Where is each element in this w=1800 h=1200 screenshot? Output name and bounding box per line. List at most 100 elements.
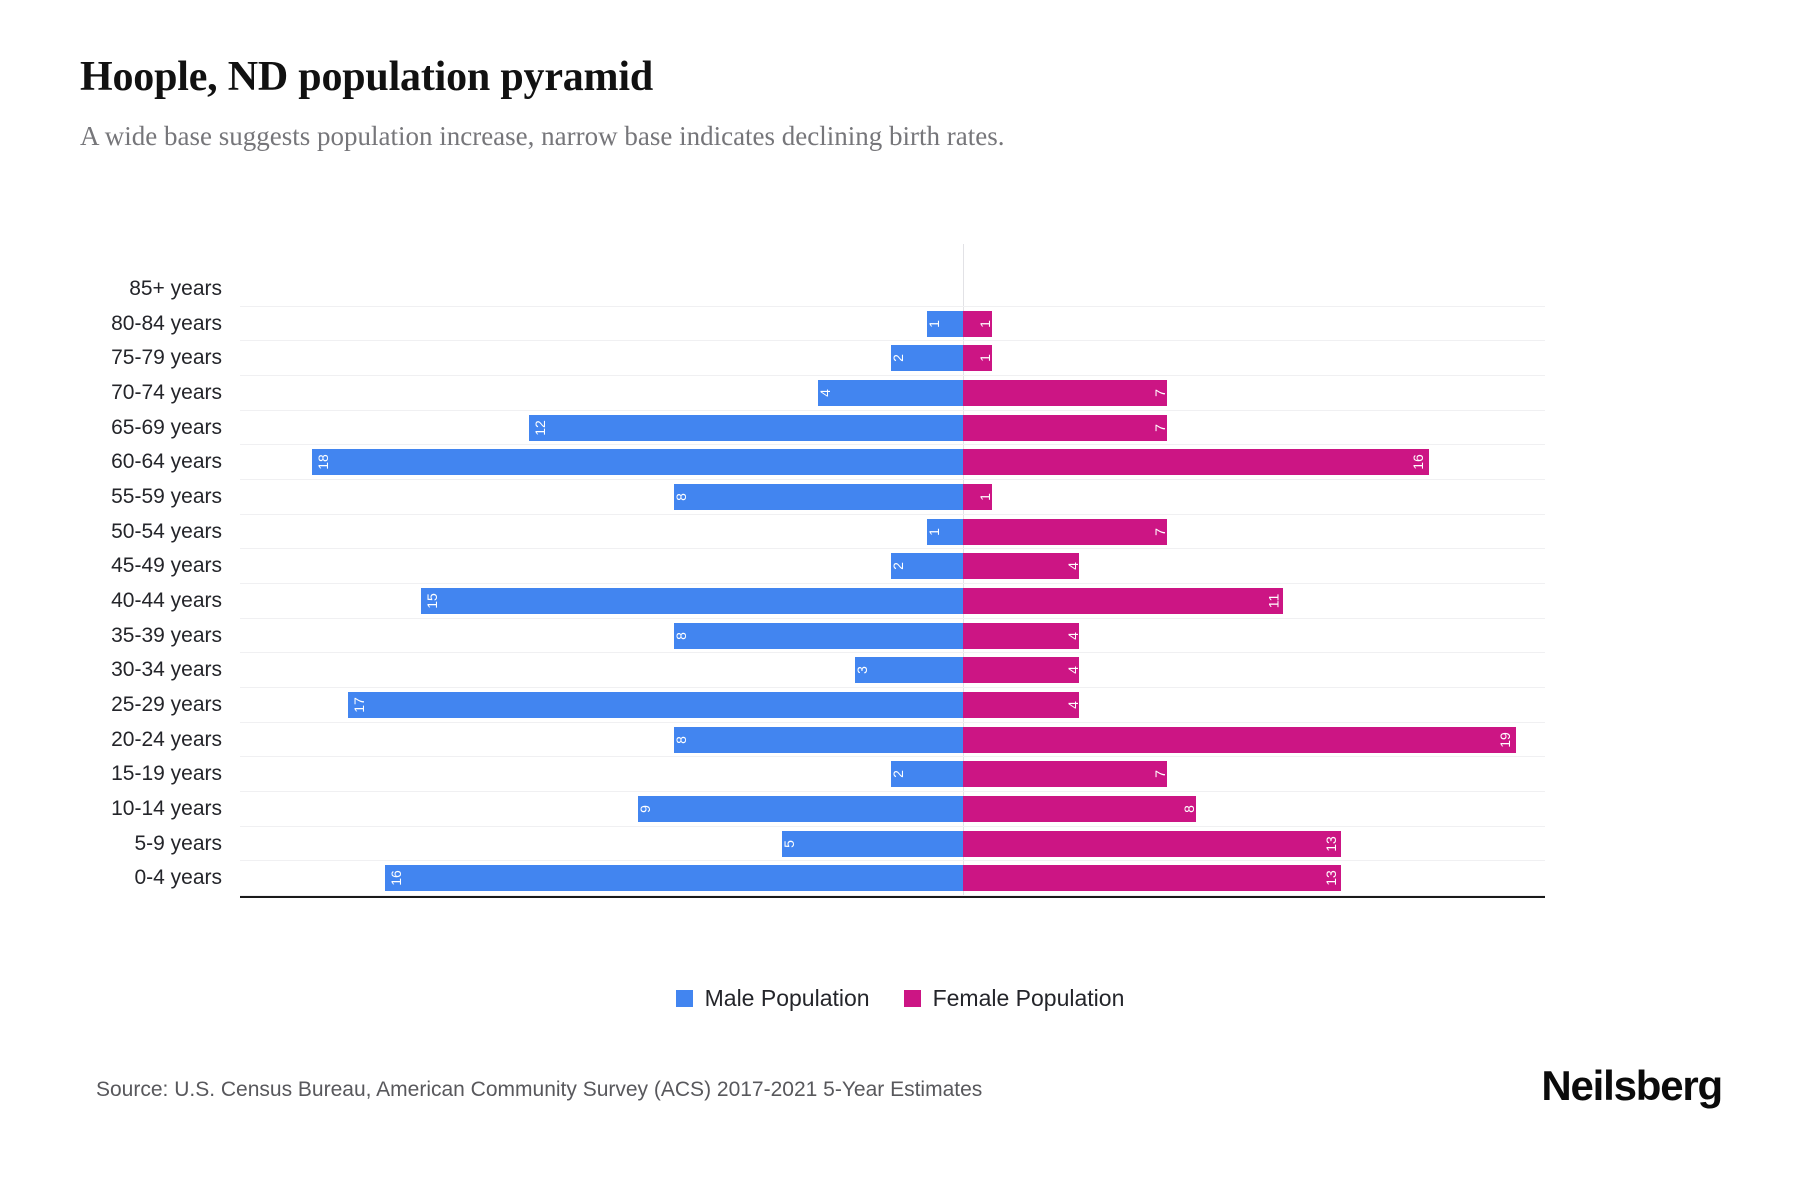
pyramid-row: 16 13 xyxy=(240,861,1545,896)
pyramid-row: 17 4 xyxy=(240,688,1545,723)
pyramid-row: 18 16 xyxy=(240,445,1545,480)
bar-male[interactable]: 8 xyxy=(673,622,963,649)
bar-female[interactable]: 4 xyxy=(963,622,1081,649)
gridline xyxy=(240,444,1545,446)
y-axis-tick-label: 55-59 years xyxy=(111,485,222,508)
bar-male[interactable]: 4 xyxy=(817,380,963,406)
gridline xyxy=(240,617,1545,619)
bar-male[interactable]: 1 xyxy=(925,518,963,545)
bar-value-label: 8 xyxy=(672,735,689,744)
bar-value-label: 13 xyxy=(1322,835,1339,852)
bar-female[interactable]: 13 xyxy=(963,865,1342,892)
bar-female[interactable]: 8 xyxy=(963,796,1197,822)
y-axis-tick-label: 15-19 years xyxy=(111,762,222,786)
bar-male[interactable]: 18 xyxy=(312,449,963,476)
bar-female[interactable]: 4 xyxy=(963,692,1081,718)
y-axis-tick-label: 10-14 years xyxy=(111,797,222,820)
page-title: Hoople, ND population pyramid xyxy=(80,54,653,100)
bar-male[interactable]: 15 xyxy=(420,588,963,614)
bar-value-label: 3 xyxy=(853,666,870,675)
pyramid-row: 8 19 xyxy=(240,723,1545,758)
legend-label-male: Male Population xyxy=(704,985,870,1011)
y-axis-tick-label: 70-74 years xyxy=(111,381,222,404)
bar-value-label: 16 xyxy=(387,870,404,887)
bar-value-label: 15 xyxy=(423,593,440,609)
bar-value-label: 7 xyxy=(1151,527,1168,536)
pyramid-row: 12 7 xyxy=(240,411,1545,446)
bar-male[interactable]: 5 xyxy=(781,830,963,857)
bar-female[interactable]: 7 xyxy=(963,414,1168,441)
bar-male[interactable]: 2 xyxy=(889,345,963,372)
bar-value-label: 4 xyxy=(1064,701,1081,709)
bar-value-label: 2 xyxy=(889,562,906,571)
bar-female[interactable]: 1 xyxy=(963,484,993,510)
brand-logo: Neilsberg xyxy=(1541,1062,1723,1109)
y-axis-tick-label: 20-24 years xyxy=(111,727,222,751)
bar-female[interactable]: 4 xyxy=(963,657,1081,684)
y-axis-tick-label: 50-54 years xyxy=(111,519,222,543)
y-axis-tick-label: 45-49 years xyxy=(111,554,222,578)
bar-value-label: 17 xyxy=(351,697,368,713)
gridline xyxy=(240,409,1545,411)
y-axis-tick-label: 65-69 years xyxy=(111,415,222,439)
legend-swatch-male-icon xyxy=(675,990,693,1007)
pyramid-row: 15 11 xyxy=(240,584,1545,619)
bar-male[interactable]: 8 xyxy=(672,726,963,753)
bar-female[interactable]: 7 xyxy=(963,380,1168,406)
bar-value-label: 4 xyxy=(1064,631,1081,640)
y-axis-tick-label: 30-34 years xyxy=(111,658,222,682)
bar-value-label: 9 xyxy=(636,805,653,813)
gridline xyxy=(240,513,1545,515)
bar-male[interactable]: 3 xyxy=(853,657,963,684)
bar-value-label: 2 xyxy=(889,770,906,779)
bar-value-label: 2 xyxy=(889,354,906,363)
bar-value-label: 4 xyxy=(1064,666,1081,675)
legend-item-female[interactable]: Female Population xyxy=(903,985,1125,1012)
gridline xyxy=(240,652,1545,654)
gridline xyxy=(240,825,1545,827)
gridline xyxy=(240,479,1545,480)
bar-female[interactable]: 19 xyxy=(963,726,1516,753)
bar-female[interactable]: 1 xyxy=(963,345,994,372)
bar-female[interactable]: 13 xyxy=(963,830,1342,857)
bar-value-label: 4 xyxy=(1064,562,1081,571)
bar-value-label: 1 xyxy=(977,354,994,363)
bar-male[interactable]: 16 xyxy=(384,865,963,892)
bar-male[interactable]: 8 xyxy=(673,484,963,510)
y-axis-tick-label: 35-39 years xyxy=(111,623,222,647)
legend-item-male[interactable]: Male Population xyxy=(675,985,870,1012)
bar-female[interactable]: 4 xyxy=(963,553,1081,580)
bar-male[interactable]: 12 xyxy=(529,414,963,441)
bar-male[interactable]: 2 xyxy=(889,761,963,788)
bar-value-label: 11 xyxy=(1264,593,1281,609)
bar-value-label: 7 xyxy=(1151,423,1168,432)
bar-female[interactable]: 16 xyxy=(963,449,1429,476)
bar-female[interactable]: 7 xyxy=(963,761,1168,788)
bar-female[interactable]: 11 xyxy=(963,588,1284,614)
bar-female[interactable]: 1 xyxy=(963,310,993,337)
bar-male[interactable]: 17 xyxy=(348,692,963,718)
pyramid-row: 5 13 xyxy=(240,827,1545,862)
bar-value-label: 1 xyxy=(925,527,942,536)
bar-male[interactable]: 1 xyxy=(926,310,963,337)
legend-label-female: Female Population xyxy=(932,985,1125,1011)
bar-value-label: 19 xyxy=(1497,731,1514,748)
bar-male[interactable]: 2 xyxy=(889,553,963,580)
bar-female[interactable]: 7 xyxy=(963,518,1168,545)
bar-male[interactable]: 9 xyxy=(636,796,963,822)
bar-value-label: 18 xyxy=(315,454,332,471)
y-axis-category-labels: 85+ years 80-84 years 75-79 years 70-74 yea… xyxy=(0,272,232,896)
gridline xyxy=(240,721,1545,723)
bar-value-label: 16 xyxy=(1409,454,1426,471)
bar-value-label: 8 xyxy=(1180,805,1197,813)
gridline xyxy=(240,548,1545,550)
